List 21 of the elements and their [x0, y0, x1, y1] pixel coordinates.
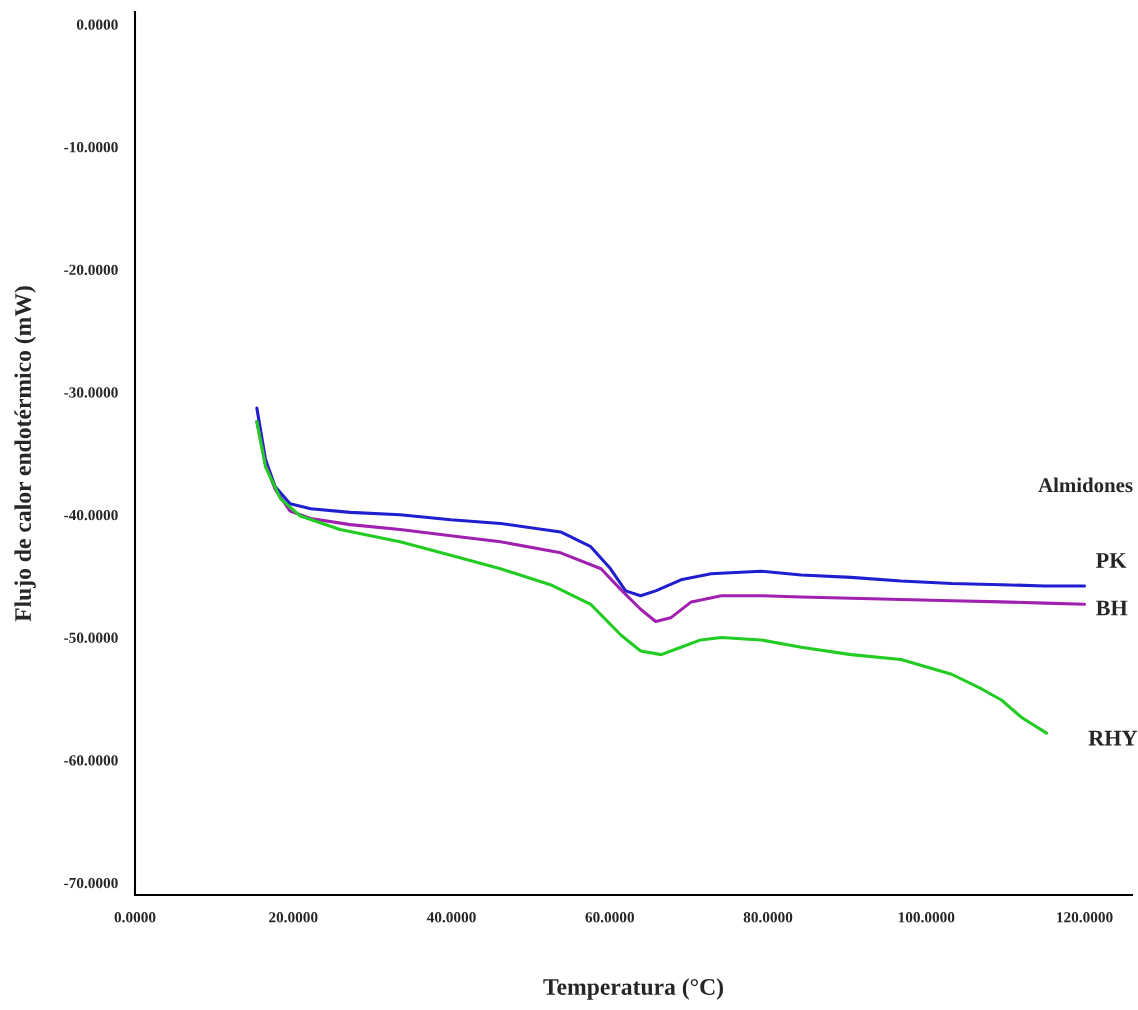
- x-tick-label: 20.0000: [269, 912, 318, 923]
- x-tick-label: 100.0000: [898, 912, 955, 923]
- series-label: BH: [1096, 600, 1128, 616]
- x-tick-label: 40.0000: [426, 912, 476, 923]
- y-tick-label: -30.0000: [64, 387, 118, 398]
- series-label: RHY: [1088, 730, 1138, 746]
- series-label: PK: [1096, 553, 1127, 568]
- x-tick-label: 60.0000: [585, 912, 635, 923]
- x-tick-label: 120.0000: [1057, 912, 1113, 923]
- y-axis-title: Flujo de calor endotérmico (mW): [14, 286, 36, 622]
- y-tick-label: 0.0000: [76, 19, 118, 30]
- y-tick-label: -10.0000: [64, 142, 118, 153]
- y-tick-label: -50.0000: [64, 632, 118, 643]
- x-tick-label: 80.0000: [743, 912, 793, 923]
- y-tick-label: -60.0000: [64, 755, 118, 766]
- y-tick-label: -40.0000: [64, 509, 118, 521]
- y-tick-label: -70.0000: [64, 877, 118, 889]
- x-axis-title: Temperatura (°C): [543, 978, 723, 1000]
- x-tick-label: 0.0000: [114, 912, 156, 923]
- annotation: Almidones: [1038, 477, 1133, 493]
- y-tick-label: -20.0000: [64, 264, 118, 276]
